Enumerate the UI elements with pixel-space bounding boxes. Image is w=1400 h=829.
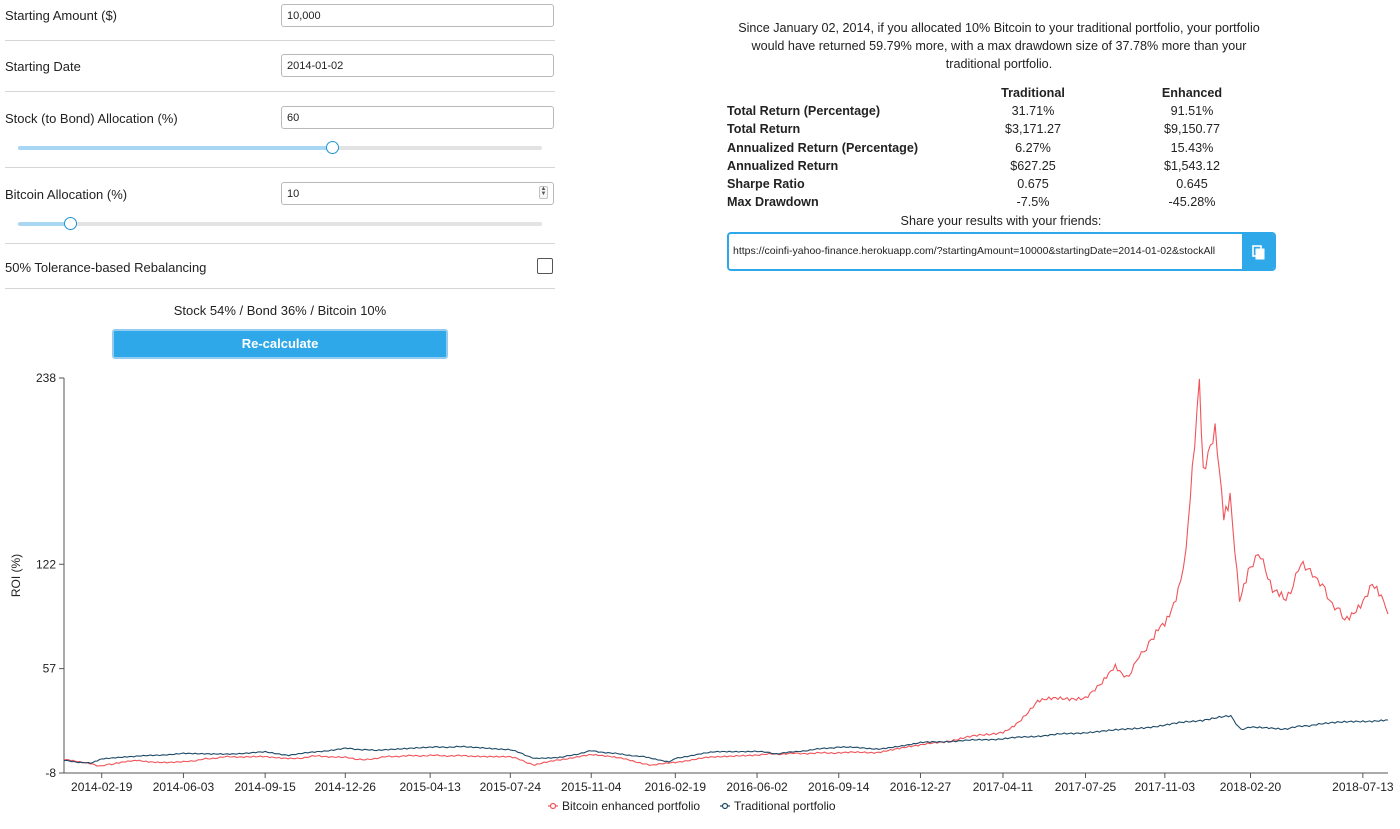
results-table: Traditional Enhanced Total Return (Perce… [727, 86, 1277, 213]
roi-line-chart: -8 57 122 238 2014-02-19 2014-06-03 2014-09-15… [9, 371, 1394, 813]
legend-label: Traditional portfolio [734, 799, 836, 813]
y-tick-label: 122 [36, 557, 56, 571]
enhanced-value: $9,150.77 [1163, 122, 1221, 137]
bitcoin-allocation-label: Bitcoin Allocation (%) [5, 187, 128, 202]
stock-allocation-slider[interactable] [18, 141, 542, 155]
table-row: Sharpe Ratio 0.675 0.645 [727, 177, 1277, 195]
enhanced-value: -45.28% [1168, 195, 1216, 210]
x-tick-label: 2014-06-03 [153, 780, 215, 794]
rebalancing-row: 50% Tolerance-based Rebalancing [5, 244, 555, 289]
chart-legend: Bitcoin enhanced portfolio Traditional po… [548, 799, 836, 813]
summary-line: traditional portfolio. [945, 57, 1053, 71]
summary-line: would have returned 59.79% more, with a … [751, 39, 1247, 53]
slider-fill [18, 146, 333, 150]
row-label: Total Return [727, 122, 801, 137]
stock-allocation-input[interactable] [281, 106, 554, 129]
x-tick-label: 2014-02-19 [71, 780, 133, 794]
x-tick-label: 2016-06-02 [726, 780, 788, 794]
slider-thumb[interactable] [326, 141, 340, 154]
share-url-text[interactable]: https://coinfi-yahoo-finance.herokuapp.c… [733, 245, 1216, 257]
y-tick-label: 238 [36, 371, 56, 385]
x-tick-label: 2016-12-27 [890, 780, 952, 794]
x-tick-label: 2018-07-13 [1332, 780, 1394, 794]
allocation-summary: Stock 54% / Bond 36% / Bitcoin 10% [173, 303, 387, 318]
summary-line: Since January 02, 2014, if you allocated… [738, 21, 1260, 35]
rebalancing-label: 50% Tolerance-based Rebalancing [5, 260, 207, 275]
stock-allocation-label: Stock (to Bond) Allocation (%) [5, 111, 178, 126]
traditional-value: 6.27% [1015, 140, 1051, 155]
traditional-value: -7.5% [1016, 195, 1050, 210]
enhanced-value: 91.51% [1170, 104, 1214, 119]
starting-amount-input[interactable] [281, 4, 554, 27]
x-tick-label: 2016-09-14 [808, 780, 870, 794]
x-tick-label: 2015-07-24 [480, 780, 542, 794]
bitcoin-allocation-row: Bitcoin Allocation (%) ▲▼ [5, 168, 555, 244]
enhanced-value: $1,543.12 [1163, 158, 1221, 173]
y-tick-label: -8 [45, 766, 56, 780]
bitcoin-enhanced-series-line [64, 378, 1389, 767]
x-tick-label: 2017-11-03 [1135, 780, 1196, 794]
slider-fill [18, 222, 71, 226]
traditional-value: $627.25 [1010, 158, 1056, 173]
copy-icon [1252, 245, 1265, 260]
copy-button[interactable] [1242, 234, 1274, 269]
series-layer [63, 378, 1389, 767]
results-summary: Since January 02, 2014, if you allocated… [718, 19, 1280, 73]
enhanced-value: 15.43% [1170, 140, 1214, 155]
x-tick-label: 2017-04-11 [973, 780, 1034, 794]
share-url-field[interactable]: https://coinfi-yahoo-finance.herokuapp.c… [727, 232, 1276, 271]
x-tick-label: 2015-04-13 [399, 780, 461, 794]
table-row: Total Return $3,171.27 $9,150.77 [727, 122, 1277, 140]
row-label: Total Return (Percentage) [727, 104, 881, 119]
starting-amount-row: Starting Amount ($) [5, 0, 555, 41]
traditional-value: 31.71% [1011, 104, 1055, 119]
starting-date-label: Starting Date [5, 59, 81, 74]
slider-track [18, 222, 542, 226]
settings-form: Starting Amount ($) Starting Date Stock … [5, 0, 555, 289]
legend-swatch-marker [549, 802, 557, 810]
starting-amount-label: Starting Amount ($) [5, 8, 117, 23]
share-label: Share your results with your friends: [900, 214, 1102, 228]
table-row: Annualized Return $627.25 $1,543.12 [727, 159, 1277, 177]
traditional-value: 0.675 [1017, 176, 1049, 191]
table-header-row: Traditional Enhanced [727, 86, 1277, 104]
bitcoin-allocation-input[interactable] [281, 182, 554, 205]
legend-label: Bitcoin enhanced portfolio [562, 799, 700, 813]
x-tick-label: 2015-11-04 [561, 780, 622, 794]
x-tick-label: 2018-02-20 [1220, 780, 1282, 794]
x-tick-label: 2014-09-15 [234, 780, 296, 794]
traditional-series-line [63, 714, 1389, 764]
starting-date-input[interactable] [281, 54, 554, 77]
rebalancing-checkbox[interactable] [537, 258, 553, 274]
traditional-value: $3,171.27 [1004, 122, 1062, 137]
y-axis-label: ROI (%) [9, 554, 23, 597]
x-tick-label: 2014-12-26 [315, 780, 377, 794]
stock-allocation-row: Stock (to Bond) Allocation (%) [5, 92, 555, 168]
y-tick-label: 57 [43, 662, 57, 676]
enhanced-value: 0.645 [1176, 176, 1208, 191]
col-header-enhanced: Enhanced [1161, 86, 1223, 100]
row-label: Annualized Return [727, 158, 839, 173]
bitcoin-allocation-slider[interactable] [18, 217, 542, 231]
x-tick-label: 2016-02-19 [645, 780, 707, 794]
recalculate-button[interactable]: Re-calculate [112, 329, 448, 359]
table-row: Total Return (Percentage) 31.71% 91.51% [727, 104, 1277, 122]
col-header-traditional: Traditional [1001, 86, 1065, 100]
table-row: Max Drawdown -7.5% -45.28% [727, 195, 1277, 213]
row-label: Annualized Return (Percentage) [727, 140, 919, 155]
axes-layer: -8 57 122 238 2014-02-19 2014-06-03 2014-09-15… [9, 371, 1394, 794]
x-tick-label: 2017-07-25 [1055, 780, 1117, 794]
table-row: Annualized Return (Percentage) 6.27% 15.… [727, 141, 1277, 159]
row-label: Max Drawdown [727, 195, 819, 210]
starting-date-row: Starting Date [5, 41, 555, 92]
legend-swatch-marker [721, 802, 729, 810]
slider-thumb[interactable] [64, 217, 78, 230]
row-label: Sharpe Ratio [727, 176, 805, 191]
